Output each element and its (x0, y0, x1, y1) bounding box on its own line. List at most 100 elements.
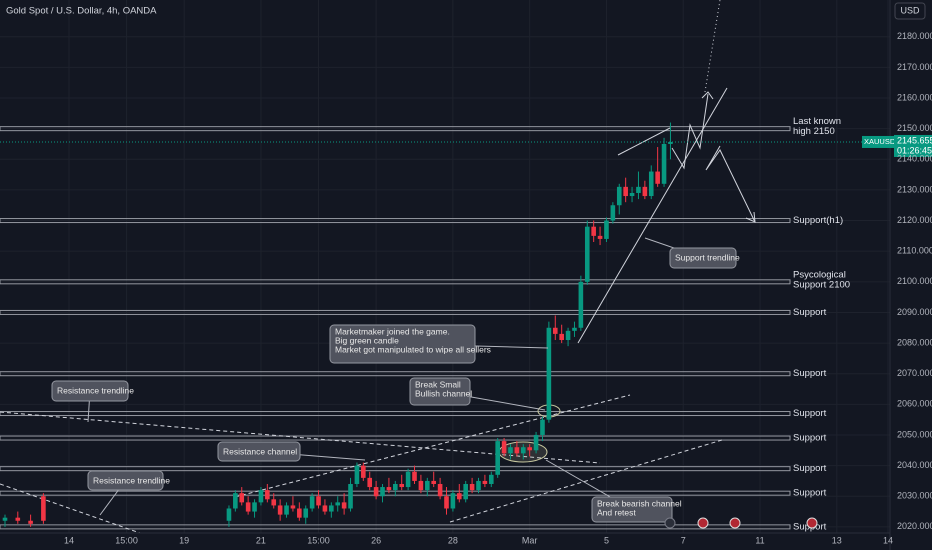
callout-box (51, 380, 129, 402)
candle-body (572, 327, 577, 331)
candle-body (284, 505, 289, 515)
candle-body (546, 327, 552, 420)
candle-body (399, 483, 405, 488)
currency-button[interactable] (894, 2, 926, 20)
event-icon[interactable] (729, 517, 741, 529)
candle-body (488, 474, 494, 484)
level-label: Support (793, 433, 827, 444)
candle-body (655, 171, 660, 184)
level-label: Psycological (793, 269, 846, 280)
event-icon[interactable] (806, 517, 818, 529)
candle-body (15, 517, 21, 521)
trendline (0, 483, 142, 533)
candle-body (341, 502, 347, 509)
x-tick-label: 21 (256, 535, 266, 545)
candle-body (508, 447, 513, 454)
arrow-head (745, 211, 756, 223)
candle-body (252, 502, 257, 512)
x-tick-label: 19 (179, 535, 189, 545)
candle-body (245, 502, 251, 512)
y-tick-label: 2120.000 (897, 215, 932, 225)
y-tick-label: 2140.000 (897, 154, 932, 164)
callout-box (591, 496, 673, 523)
candle-body (636, 186, 641, 193)
callout-box (409, 377, 471, 406)
event-icon[interactable] (664, 517, 676, 529)
candle-body (565, 330, 571, 341)
callout-text: Marketmaker joined the game. (335, 326, 450, 336)
level-label: Support (793, 488, 827, 499)
candle-body (226, 508, 232, 521)
candle-body (412, 471, 417, 481)
events (664, 517, 818, 529)
level-label: Support (793, 463, 827, 474)
callout-text: Market got manipulated to wipe all selle… (335, 344, 491, 354)
level-label: Support (793, 368, 827, 379)
level-line (0, 524, 791, 530)
candle-body (335, 502, 341, 506)
y-tick-label: 2070.000 (897, 368, 932, 378)
callout-text: And retest (597, 507, 636, 517)
y-tick-label: 2030.000 (897, 491, 932, 501)
level-label: Last known (793, 116, 841, 127)
level-label: Support (793, 307, 827, 318)
candle-body (239, 493, 245, 503)
candle-body (514, 447, 520, 454)
level-label: high 2150 (793, 126, 835, 137)
candle-body (380, 487, 385, 497)
candle-body (393, 483, 398, 491)
arrow-path (671, 93, 709, 170)
candle-body (597, 235, 603, 239)
candle-body (482, 480, 488, 484)
candle-body (610, 205, 616, 221)
level-line (0, 466, 791, 472)
y-tick-label: 2130.000 (897, 184, 932, 194)
candle-body (533, 434, 539, 451)
candle-body (303, 508, 309, 518)
candle-body (437, 483, 443, 497)
candle-body (277, 505, 283, 515)
candle-body (348, 483, 353, 509)
y-tick-label: 2150.000 (897, 123, 932, 133)
x-tick-label: Mar (522, 535, 538, 545)
callout-text: Break bearish channel (597, 498, 682, 508)
y-tick-label: 2180.000 (897, 31, 932, 41)
candle-body (2, 517, 8, 521)
candle-body (450, 493, 456, 509)
candle-body (578, 281, 584, 328)
candle-body (41, 496, 46, 521)
x-tick-label: 15:00 (307, 535, 330, 545)
countdown: 01:26:45 (897, 145, 932, 155)
callout-text: Support trendline (675, 252, 740, 262)
callout-box (329, 324, 476, 364)
x-tick-label: 26 (371, 535, 381, 545)
candle-body (258, 490, 264, 503)
candle-body (28, 520, 33, 524)
candle-body (616, 186, 622, 206)
candle-body (584, 226, 590, 282)
x-tick-label: 5 (604, 535, 609, 545)
y-tick-label: 2020.000 (897, 521, 932, 531)
callout-text: Bullish channel (415, 388, 472, 398)
candle-body (552, 327, 558, 334)
y-tick-label: 2060.000 (897, 399, 932, 409)
x-tick-label: 11 (755, 535, 764, 545)
x-tick-label: 15:00 (115, 535, 138, 545)
candle-body (297, 508, 302, 518)
price-tag-box (894, 134, 932, 157)
candle-body (648, 171, 654, 197)
level-line (0, 279, 791, 285)
level-label: Support(h1) (793, 215, 843, 226)
candle-body (495, 441, 500, 475)
candle-body (373, 487, 379, 497)
level-line (0, 309, 791, 315)
callout-text: Big green candle (335, 335, 399, 345)
y-tick-label: 2090.000 (897, 307, 932, 317)
candle-body (469, 483, 475, 491)
candle-body (290, 505, 296, 509)
event-icon[interactable] (697, 517, 709, 529)
callout-box (87, 470, 164, 491)
candle-body (527, 447, 532, 451)
candles (2, 122, 673, 527)
